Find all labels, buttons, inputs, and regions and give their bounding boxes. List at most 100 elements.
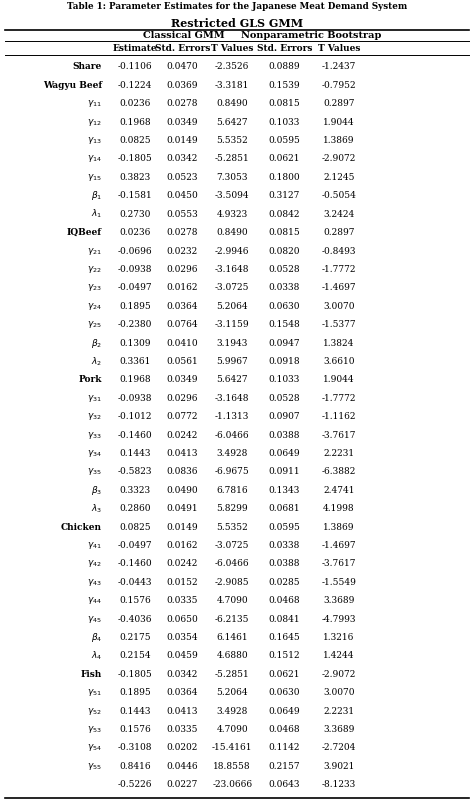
Text: -15.4161: -15.4161: [212, 743, 253, 752]
Text: IQBeef: IQBeef: [67, 228, 102, 237]
Text: 0.0388: 0.0388: [269, 560, 300, 569]
Text: 0.0947: 0.0947: [269, 338, 300, 347]
Text: 0.0296: 0.0296: [167, 265, 198, 274]
Text: 0.0364: 0.0364: [167, 302, 198, 310]
Text: -2.9072: -2.9072: [322, 670, 356, 678]
Text: 3.4928: 3.4928: [217, 449, 248, 458]
Text: -3.1159: -3.1159: [215, 320, 250, 329]
Text: 0.0764: 0.0764: [167, 320, 198, 329]
Text: -0.0497: -0.0497: [118, 541, 153, 550]
Text: 0.1512: 0.1512: [269, 651, 300, 660]
Text: 1.3216: 1.3216: [323, 633, 355, 642]
Text: 0.8490: 0.8490: [217, 99, 248, 108]
Text: Chicken: Chicken: [61, 523, 102, 532]
Text: 3.0070: 3.0070: [323, 302, 355, 310]
Text: $\gamma_{21}$: $\gamma_{21}$: [87, 245, 102, 257]
Text: -1.1313: -1.1313: [215, 412, 249, 421]
Text: 1.4244: 1.4244: [323, 651, 355, 660]
Text: 0.2860: 0.2860: [119, 504, 151, 513]
Text: 0.1443: 0.1443: [119, 707, 151, 715]
Text: -6.3882: -6.3882: [322, 468, 356, 476]
Text: 0.0338: 0.0338: [269, 283, 300, 292]
Text: 6.1461: 6.1461: [217, 633, 248, 642]
Text: 0.2897: 0.2897: [323, 228, 355, 237]
Text: $\gamma_{33}$: $\gamma_{33}$: [87, 430, 102, 440]
Text: -1.4697: -1.4697: [321, 283, 356, 292]
Text: 0.8416: 0.8416: [119, 762, 151, 771]
Text: 0.3823: 0.3823: [119, 173, 151, 182]
Text: -0.1805: -0.1805: [118, 155, 153, 164]
Text: $\gamma_{45}$: $\gamma_{45}$: [87, 614, 102, 625]
Text: 0.0410: 0.0410: [167, 338, 198, 347]
Text: 7.3053: 7.3053: [217, 173, 248, 182]
Text: -6.0466: -6.0466: [215, 560, 250, 569]
Text: 0.0595: 0.0595: [268, 523, 301, 532]
Text: $\beta_{3}$: $\beta_{3}$: [91, 484, 102, 496]
Text: -3.7617: -3.7617: [322, 560, 356, 569]
Text: 0.1576: 0.1576: [119, 725, 151, 734]
Text: 0.0815: 0.0815: [269, 99, 300, 108]
Text: 4.7090: 4.7090: [217, 725, 248, 734]
Text: 0.0650: 0.0650: [167, 614, 198, 624]
Text: 0.2730: 0.2730: [119, 209, 151, 219]
Text: $\beta_{2}$: $\beta_{2}$: [91, 337, 102, 350]
Text: 0.0232: 0.0232: [167, 246, 198, 256]
Text: -3.1648: -3.1648: [215, 394, 249, 403]
Text: 5.6427: 5.6427: [217, 375, 248, 384]
Text: $\lambda_{2}$: $\lambda_{2}$: [91, 355, 102, 367]
Text: -0.0938: -0.0938: [118, 394, 152, 403]
Text: 0.0825: 0.0825: [119, 523, 151, 532]
Text: $\gamma_{35}$: $\gamma_{35}$: [87, 467, 102, 477]
Text: 0.1443: 0.1443: [119, 449, 151, 458]
Text: -0.0696: -0.0696: [118, 246, 153, 256]
Text: $\gamma_{43}$: $\gamma_{43}$: [87, 577, 102, 588]
Text: 0.0841: 0.0841: [269, 614, 300, 624]
Text: -0.3108: -0.3108: [118, 743, 152, 752]
Text: -23.0666: -23.0666: [212, 780, 252, 789]
Text: 0.0459: 0.0459: [167, 651, 198, 660]
Text: $\gamma_{55}$: $\gamma_{55}$: [87, 761, 102, 772]
Text: 0.0162: 0.0162: [167, 283, 198, 292]
Text: $\gamma_{53}$: $\gamma_{53}$: [87, 724, 102, 735]
Text: 1.3869: 1.3869: [323, 136, 355, 145]
Text: -1.5377: -1.5377: [321, 320, 356, 329]
Text: -0.0497: -0.0497: [118, 283, 153, 292]
Text: -0.1106: -0.1106: [118, 63, 153, 71]
Text: 0.1548: 0.1548: [269, 320, 300, 329]
Text: 0.0490: 0.0490: [167, 486, 198, 495]
Text: $\gamma_{13}$: $\gamma_{13}$: [87, 135, 102, 146]
Text: 0.1033: 0.1033: [269, 118, 300, 127]
Text: 0.0820: 0.0820: [269, 246, 300, 256]
Text: -3.7617: -3.7617: [322, 431, 356, 439]
Text: 0.1968: 0.1968: [119, 375, 151, 384]
Text: $\gamma_{22}$: $\gamma_{22}$: [87, 264, 102, 275]
Text: $\gamma_{11}$: $\gamma_{11}$: [87, 99, 102, 109]
Text: -0.1460: -0.1460: [118, 431, 153, 439]
Text: 3.4928: 3.4928: [217, 707, 248, 715]
Text: 0.0595: 0.0595: [268, 136, 301, 145]
Text: $\beta_{1}$: $\beta_{1}$: [91, 189, 102, 202]
Text: 0.0236: 0.0236: [119, 228, 151, 237]
Text: -5.2851: -5.2851: [215, 670, 250, 678]
Text: $\gamma_{42}$: $\gamma_{42}$: [87, 558, 102, 569]
Text: -3.5094: -3.5094: [215, 192, 250, 200]
Text: $\gamma_{23}$: $\gamma_{23}$: [87, 282, 102, 294]
Text: 0.2175: 0.2175: [119, 633, 151, 642]
Text: 0.0836: 0.0836: [167, 468, 198, 476]
Text: $\gamma_{24}$: $\gamma_{24}$: [87, 301, 102, 312]
Text: 0.0413: 0.0413: [167, 449, 198, 458]
Text: -0.1805: -0.1805: [118, 670, 153, 678]
Text: $\gamma_{12}$: $\gamma_{12}$: [87, 116, 102, 128]
Text: 0.0907: 0.0907: [269, 412, 300, 421]
Text: 0.2154: 0.2154: [119, 651, 151, 660]
Text: -1.2437: -1.2437: [322, 63, 356, 71]
Text: -1.5549: -1.5549: [321, 577, 356, 587]
Text: 0.0278: 0.0278: [167, 228, 198, 237]
Text: 2.1245: 2.1245: [323, 173, 355, 182]
Text: 0.0630: 0.0630: [269, 688, 300, 697]
Text: 0.0842: 0.0842: [269, 209, 300, 219]
Text: 0.0149: 0.0149: [167, 136, 198, 145]
Text: -0.1224: -0.1224: [118, 81, 152, 90]
Text: -0.5054: -0.5054: [321, 192, 356, 200]
Text: -0.1581: -0.1581: [118, 192, 153, 200]
